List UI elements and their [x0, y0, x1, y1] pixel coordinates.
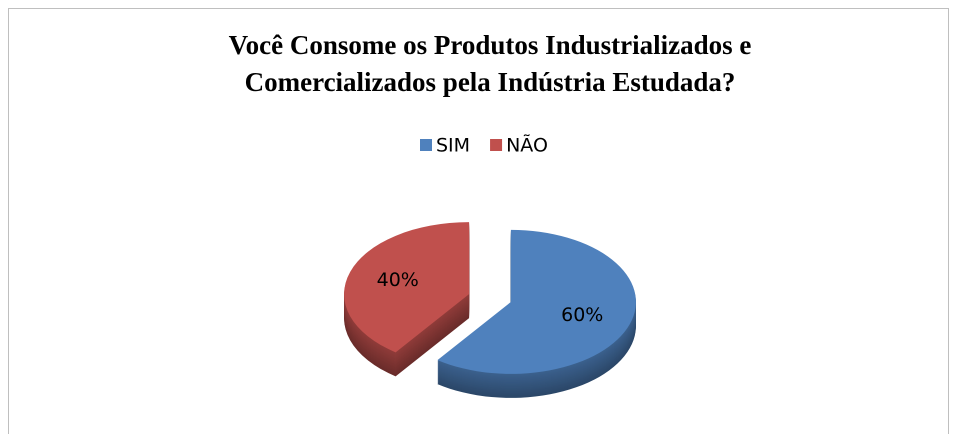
legend-swatch	[420, 139, 432, 151]
slice-top	[344, 222, 470, 353]
chart-title: Comercializados pela Indústria Estudada?	[245, 67, 736, 97]
legend-label: NÃO	[506, 134, 548, 157]
chart-title: Você Consome os Produtos Industrializado…	[229, 30, 752, 60]
slice-top	[437, 229, 636, 374]
legend-label: SIM	[436, 135, 470, 157]
data-label: 60%	[561, 304, 603, 326]
pie-slice	[344, 222, 470, 377]
legend-swatch	[490, 139, 503, 151]
data-label: 40%	[377, 269, 419, 291]
pie-slice	[437, 229, 636, 398]
